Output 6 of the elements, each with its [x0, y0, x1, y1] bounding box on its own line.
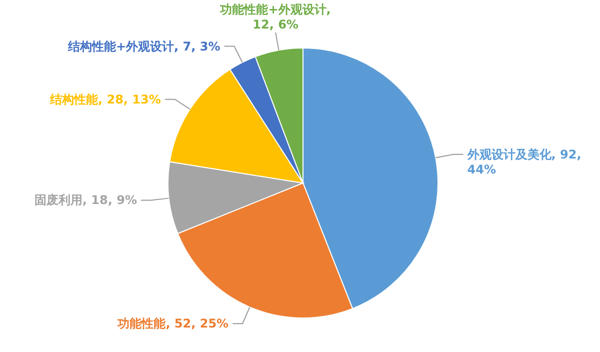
slice-label: 外观设计及美化, 92, 44%	[466, 147, 582, 176]
slice-label: 固废利用, 18, 9%	[34, 193, 137, 208]
slice-label: 结构性能+外观设计, 7, 3%	[67, 39, 220, 54]
slice-label: 功能性能, 52, 25%	[116, 316, 229, 331]
slice-label: 结构性能, 28, 13%	[49, 92, 161, 106]
slice-label: 功能性能+外观设计, 12, 6%	[219, 2, 331, 32]
